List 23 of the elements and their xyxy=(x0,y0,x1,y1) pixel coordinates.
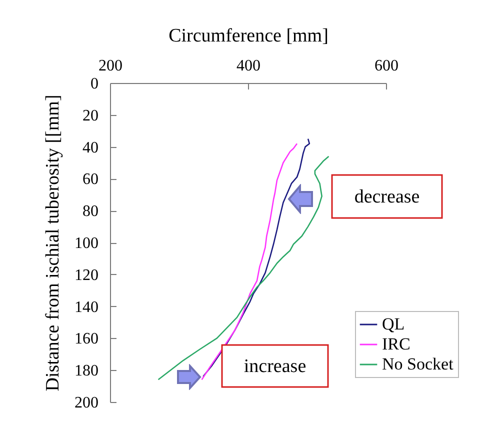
annotation: increase xyxy=(244,356,306,377)
x-axis-title: Circumference [mm] xyxy=(168,26,328,46)
x-tick-label: 400 xyxy=(236,58,260,74)
y-tick-label: 40 xyxy=(82,139,98,156)
y-tick-label: 160 xyxy=(74,330,98,348)
x-tick-label: 600 xyxy=(374,58,398,74)
y-tick-label: 200 xyxy=(74,394,98,412)
line-series xyxy=(158,156,330,380)
line-series xyxy=(202,138,310,378)
y-tick-label: 140 xyxy=(74,298,98,316)
y-axis-title: Distance from ischial tuberosity [[mm] xyxy=(42,94,64,392)
legend-label: QL xyxy=(382,314,405,334)
y-tick-label: 0 xyxy=(90,76,98,92)
y-tick-label: 100 xyxy=(74,235,98,252)
y-tick-label: 60 xyxy=(82,171,98,188)
legend-label: No Socket xyxy=(382,354,454,374)
x-tick-label: 200 xyxy=(98,58,122,74)
y-tick-label: 20 xyxy=(82,107,98,124)
y-tick-label: 80 xyxy=(82,203,98,220)
annotation: decrease xyxy=(354,186,420,208)
y-tick-label: 120 xyxy=(74,266,98,284)
legend-label: IRC xyxy=(382,334,410,354)
y-tick-label: 180 xyxy=(74,362,98,380)
